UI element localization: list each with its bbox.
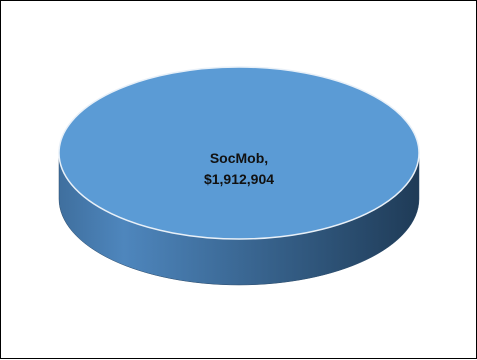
slice-label-name: SocMob,	[210, 150, 268, 166]
slice-label-value: $1,912,904	[204, 171, 274, 187]
pie-slice-socmob[interactable]	[58, 66, 420, 240]
